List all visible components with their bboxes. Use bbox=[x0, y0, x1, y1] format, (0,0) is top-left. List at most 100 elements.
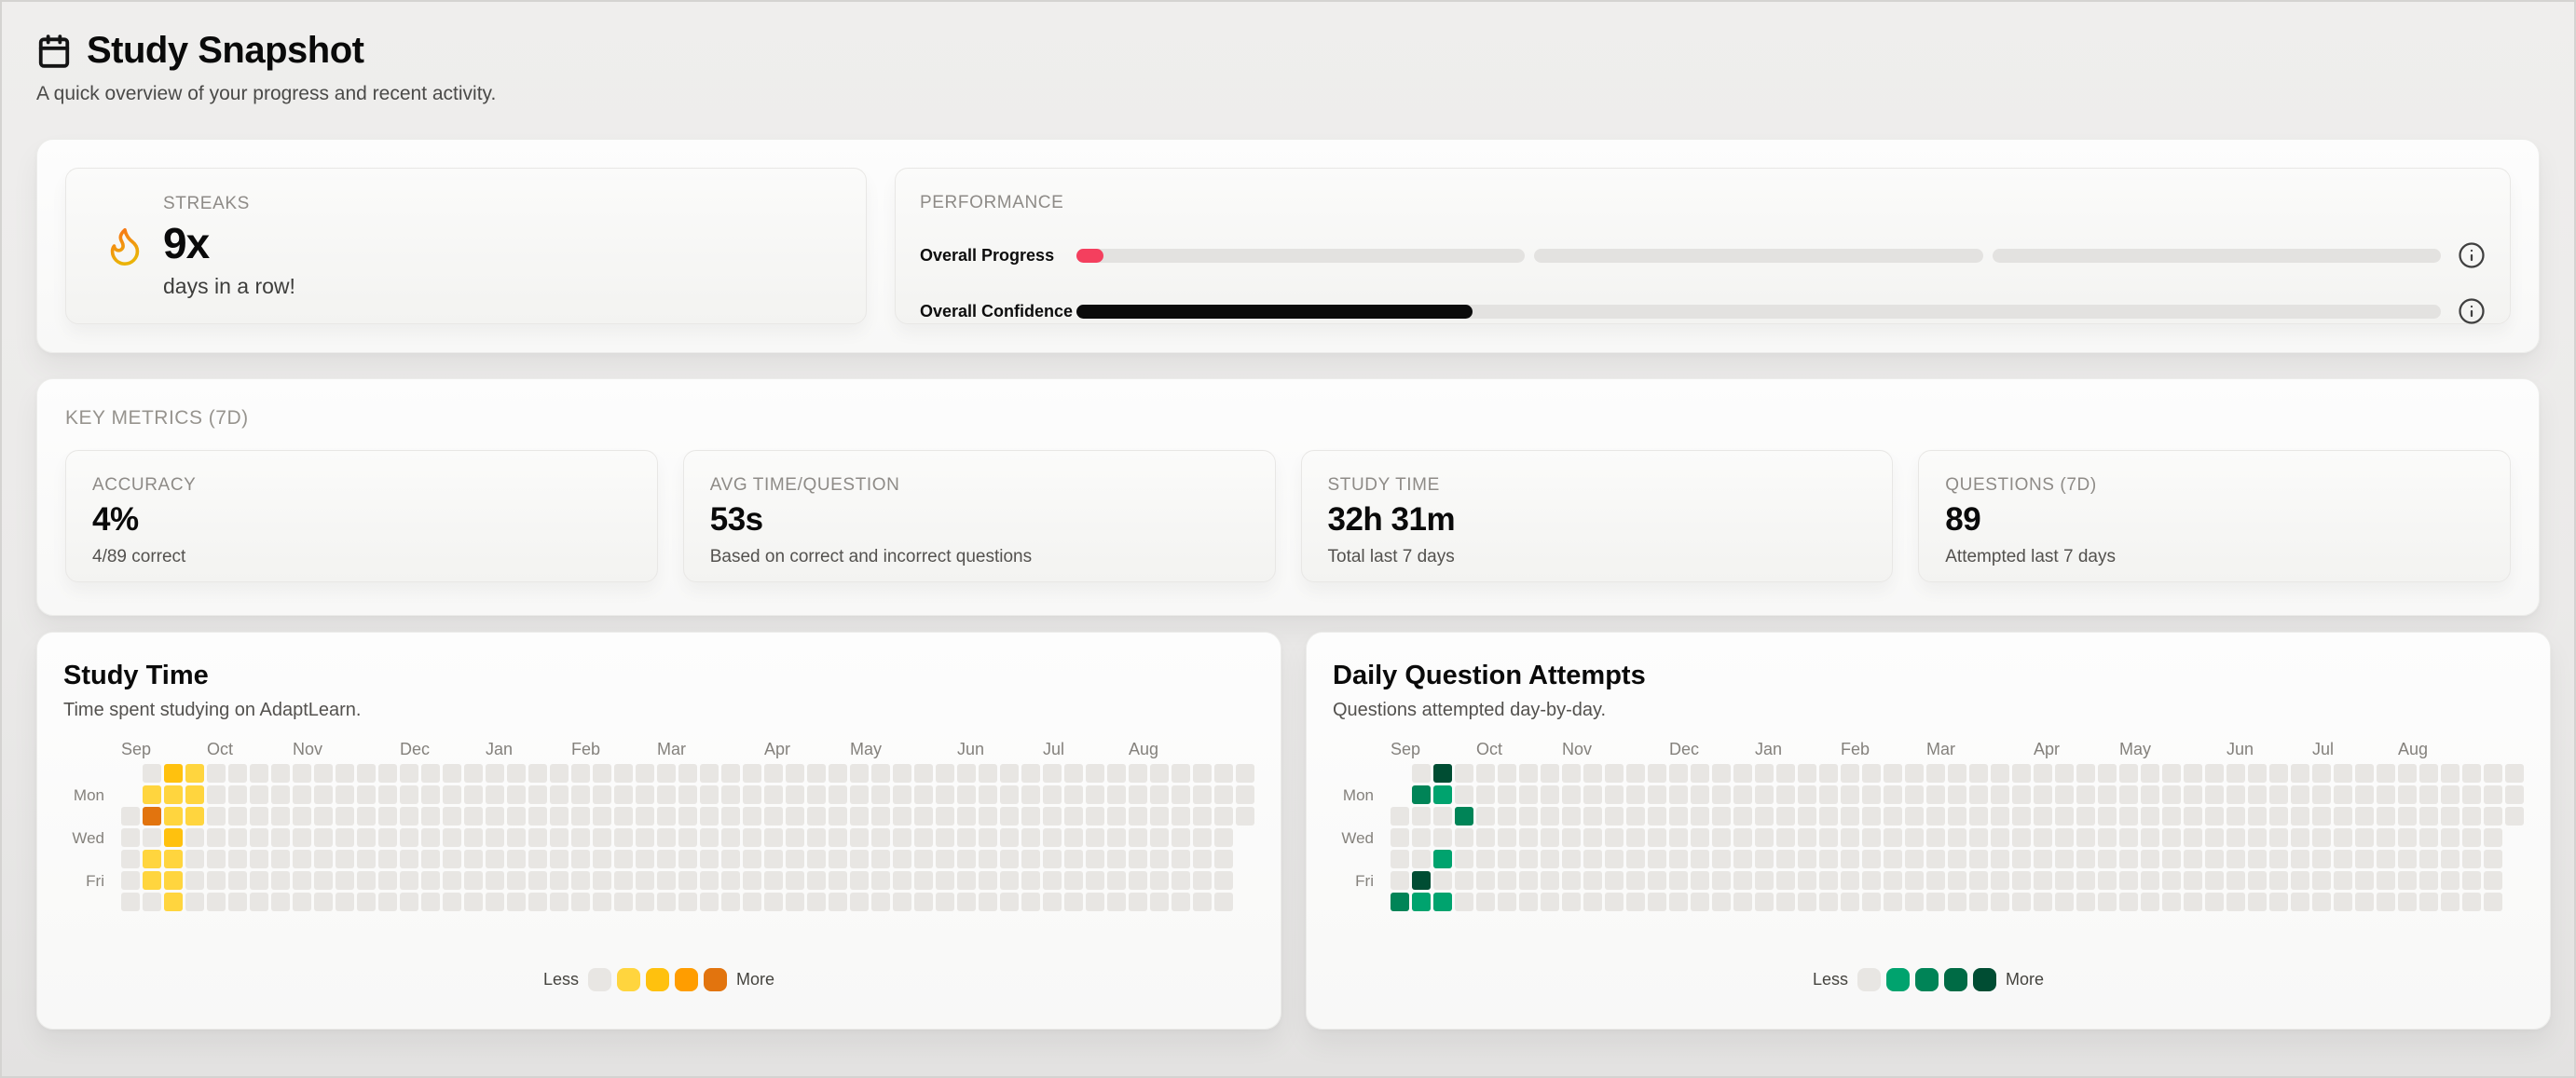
heatmap-cell bbox=[2248, 807, 2267, 826]
heatmap-cell bbox=[293, 785, 311, 804]
heatmap-cell bbox=[1193, 828, 1212, 847]
day-label: Mon bbox=[1342, 786, 1374, 804]
heatmap-cell bbox=[2462, 828, 2481, 847]
heatmap-cell bbox=[2119, 893, 2138, 911]
heatmap-cell bbox=[2441, 807, 2460, 826]
heatmap-cell bbox=[1691, 850, 1709, 868]
heatmap-cell bbox=[2141, 764, 2159, 783]
heatmap-cell bbox=[2398, 785, 2417, 804]
heatmap-cell bbox=[614, 871, 633, 890]
heatmap-cell bbox=[185, 828, 204, 847]
heatmap-grid bbox=[1391, 764, 2524, 911]
heatmap-cell bbox=[1755, 807, 1774, 826]
heatmap-cell bbox=[614, 785, 633, 804]
month-label: May bbox=[850, 740, 883, 758]
heatmap-cell bbox=[2441, 850, 2460, 868]
heatmap-cell bbox=[1669, 893, 1688, 911]
heatmap-cell bbox=[486, 893, 504, 911]
heatmap-cell bbox=[2098, 871, 2117, 890]
heatmap-cell bbox=[2312, 871, 2331, 890]
heatmap-cell bbox=[1626, 893, 1645, 911]
heatmap-cell bbox=[1583, 785, 1602, 804]
heatmap-cell bbox=[1605, 807, 1624, 826]
heatmap-cell bbox=[1884, 828, 1902, 847]
heatmap-cell bbox=[743, 828, 761, 847]
heatmap-cell bbox=[678, 893, 697, 911]
heatmap-cell bbox=[2141, 893, 2159, 911]
heatmap-cell bbox=[2119, 785, 2138, 804]
heatmap-cell bbox=[1172, 893, 1190, 911]
study-time-heatmap-panel: Study Time Time spent studying on AdaptL… bbox=[36, 632, 1281, 1030]
heatmap-cell bbox=[2012, 893, 2031, 911]
heatmap-cell bbox=[1755, 850, 1774, 868]
heatmap-cell bbox=[1107, 893, 1126, 911]
heatmap-cell bbox=[957, 850, 976, 868]
heatmap-cell bbox=[2098, 828, 2117, 847]
heatmap-cell bbox=[400, 785, 418, 804]
heatmap-cell bbox=[571, 871, 590, 890]
heatmap-cell bbox=[2398, 807, 2417, 826]
heatmap-cell bbox=[1798, 828, 1816, 847]
heatmap-cell bbox=[2034, 850, 2052, 868]
heatmap-cell bbox=[1626, 871, 1645, 890]
heatmap-cell bbox=[1905, 828, 1924, 847]
heatmap-cell bbox=[336, 785, 354, 804]
heatmap-cell bbox=[400, 807, 418, 826]
heatmap-cell bbox=[314, 828, 333, 847]
info-icon[interactable] bbox=[2458, 241, 2486, 269]
heatmap-cell bbox=[2441, 785, 2460, 804]
heatmap-cell bbox=[1086, 850, 1104, 868]
heatmap-cell bbox=[2269, 871, 2288, 890]
heatmap-cell bbox=[593, 893, 611, 911]
heatmap-cell bbox=[1755, 785, 1774, 804]
heatmap-cell bbox=[228, 850, 247, 868]
heatmap-cell bbox=[314, 807, 333, 826]
heatmap-cell bbox=[914, 871, 933, 890]
heatmap-cell bbox=[2441, 893, 2460, 911]
heatmap-cell bbox=[1991, 807, 2009, 826]
heatmap-cell bbox=[1172, 850, 1190, 868]
heatmap-cell bbox=[1391, 871, 1409, 890]
heatmap-cell bbox=[1021, 828, 1040, 847]
heatmap-cell bbox=[829, 807, 847, 826]
heatmap-cell bbox=[1605, 785, 1624, 804]
heatmap-cell bbox=[786, 871, 804, 890]
heatmap-cell bbox=[293, 871, 311, 890]
heatmap-cell bbox=[1086, 764, 1104, 783]
info-icon[interactable] bbox=[2458, 297, 2486, 325]
heatmap-cell bbox=[550, 893, 569, 911]
heatmap-cell bbox=[850, 871, 869, 890]
heatmap-cell bbox=[807, 807, 826, 826]
heatmap-cell bbox=[357, 871, 376, 890]
metric-caption: Total last 7 days bbox=[1327, 547, 1455, 566]
heatmap-cell bbox=[1819, 828, 1838, 847]
heatmap-cell bbox=[1841, 828, 1859, 847]
heatmap-cell bbox=[1455, 828, 1473, 847]
heatmap-cell bbox=[1905, 893, 1924, 911]
heatmap-legend: Less More bbox=[1307, 968, 2550, 991]
heatmap-cell bbox=[2291, 871, 2309, 890]
heatmap-cell bbox=[1476, 828, 1495, 847]
heatmap-cell bbox=[850, 850, 869, 868]
heatmap-cell bbox=[2227, 807, 2245, 826]
month-label: Sep bbox=[121, 740, 152, 758]
heatmap-cell bbox=[1755, 764, 1774, 783]
heatmap-cell bbox=[250, 850, 268, 868]
heatmap-cell bbox=[528, 871, 547, 890]
heatmap-cell bbox=[314, 785, 333, 804]
heatmap-cell bbox=[1412, 893, 1431, 911]
heatmap-cell bbox=[507, 871, 526, 890]
heatmap-cell bbox=[2012, 828, 2031, 847]
metric-label: QUESTIONS (7D) bbox=[1945, 475, 2097, 495]
heatmap-cell bbox=[1648, 764, 1666, 783]
heatmap-cell bbox=[1926, 871, 1945, 890]
heatmap-cell bbox=[164, 785, 183, 804]
heatmap-cell bbox=[207, 807, 226, 826]
heatmap-cell bbox=[2441, 764, 2460, 783]
heatmap-cell bbox=[914, 850, 933, 868]
heatmap-cell bbox=[2355, 764, 2374, 783]
heatmap-cell bbox=[121, 828, 140, 847]
heatmap-cell bbox=[507, 893, 526, 911]
heatmap-cell bbox=[2076, 785, 2095, 804]
heatmap-cell bbox=[1841, 893, 1859, 911]
